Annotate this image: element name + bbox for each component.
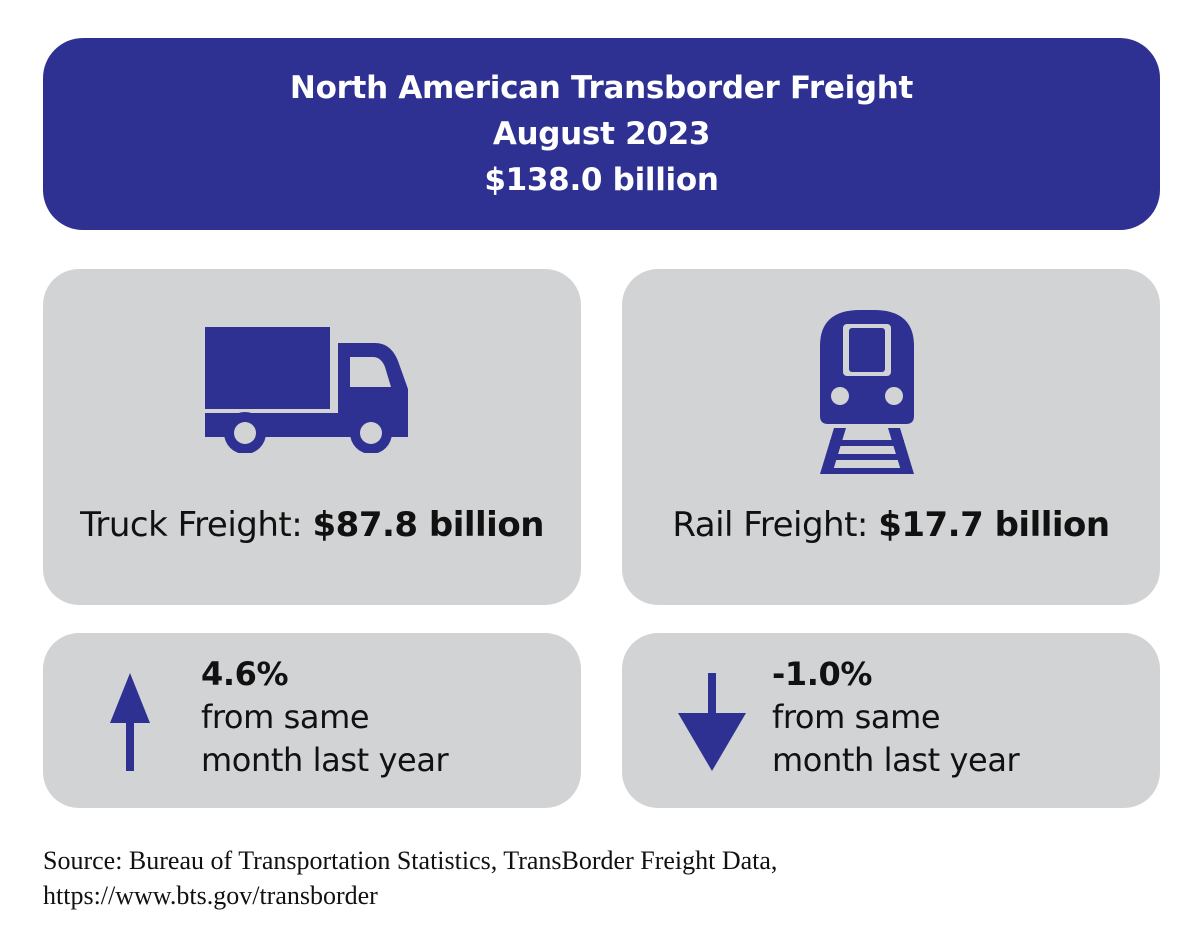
truck-change-desc-2: month last year (201, 741, 449, 779)
header-total: $138.0 billion (484, 162, 719, 198)
truck-trend-text: 4.6% from same month last year (201, 653, 449, 782)
rail-label-text: Rail Freight: (672, 505, 879, 545)
train-icon (820, 310, 920, 481)
truck-trend-card: 4.6% from same month last year (43, 633, 581, 808)
arrow-up-icon (110, 673, 150, 776)
truck-icon (205, 327, 409, 458)
header-banner: North American Transborder Freight Augus… (43, 38, 1160, 230)
truck-change: 4.6% (201, 655, 289, 693)
truck-change-desc-1: from same (201, 698, 370, 736)
header-period: August 2023 (492, 116, 711, 152)
rail-change-desc-2: month last year (772, 741, 1020, 779)
source-note: Source: Bureau of Transportation Statist… (43, 843, 1160, 913)
rail-trend-text: -1.0% from same month last year (772, 653, 1020, 782)
truck-freight-card: Truck Freight: $87.8 billion (43, 269, 581, 605)
rail-change-desc-1: from same (772, 698, 941, 736)
rail-value: $17.7 billion (878, 505, 1110, 545)
arrow-down-icon (678, 673, 746, 776)
truck-label-text: Truck Freight: (80, 505, 313, 545)
rail-change: -1.0% (772, 655, 873, 693)
truck-freight-label: Truck Freight: $87.8 billion (43, 505, 581, 545)
source-line-2: https://www.bts.gov/transborder (43, 881, 378, 910)
rail-freight-card: Rail Freight: $17.7 billion (622, 269, 1160, 605)
rail-freight-label: Rail Freight: $17.7 billion (622, 505, 1160, 545)
header-title: North American Transborder Freight (289, 70, 914, 106)
truck-value: $87.8 billion (312, 505, 545, 545)
rail-trend-card: -1.0% from same month last year (622, 633, 1160, 808)
source-line-1: Source: Bureau of Transportation Statist… (43, 846, 778, 875)
